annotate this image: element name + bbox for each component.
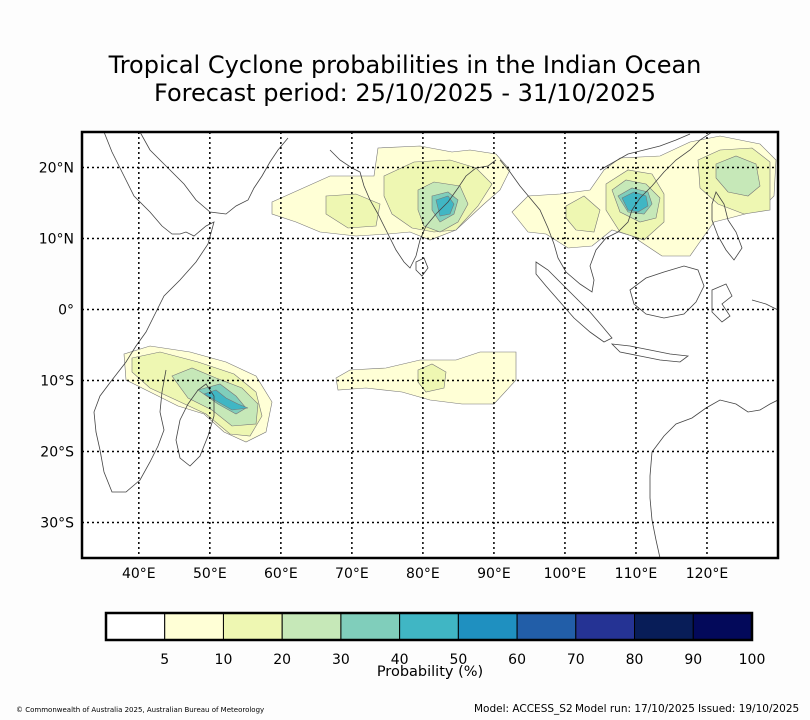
coastline-sulawesi [711,283,733,323]
colorbar-segment [105,612,166,641]
coastline-china [599,133,691,171]
colorbar-segment [340,612,401,641]
lat-tick-label: 10°N [39,232,74,248]
contour-10-central-south-indian [417,363,447,393]
latitude-labels: 20°N 10°N 0° 10°S 20°S 30°S [39,161,74,532]
probability-contours [123,135,777,443]
colorbar-tick-label: 30 [332,652,350,668]
colorbar-segment [281,612,342,641]
colorbar-segment [399,612,459,641]
colorbar-tick-label: 40 [391,652,409,668]
coastline-australia [649,399,778,558]
colorbar-tick-label: 90 [684,652,702,668]
contour-40-bay-of-bengal [435,195,455,217]
colorbar [104,611,754,642]
title-line-1: Tropical Cyclone probabilities in the In… [108,51,702,79]
colorbar-tick-labels: 5 10 20 30 40 50 60 70 80 90 100 [160,652,765,668]
lon-tick-label: 100°E [544,566,587,582]
colorbar-label: Probability (%) [376,664,484,680]
lon-tick-label: 70°E [335,566,369,582]
lon-tick-label: 60°E [264,566,298,582]
lat-tick-label: 20°S [40,445,74,461]
coastline-new-guinea [751,299,778,311]
colorbar-frame [104,611,754,642]
coastlines [93,132,778,558]
colorbar-tick-label: 80 [626,652,644,668]
contour-40-south-west-indian [203,389,249,411]
contour-10-north-indian [325,193,381,229]
lon-tick-label: 50°E [193,566,227,582]
map-frame [80,130,780,560]
longitude-labels: 40°E 50°E 60°E 70°E 80°E 90°E 100°E 110°E 120°E [122,566,728,582]
coastline-arabia [139,132,289,215]
coastline-philippines [711,191,743,261]
lon-tick-label: 120°E [686,566,729,582]
colorbar-segment [692,612,753,641]
lon-tick-label: 80°E [406,566,440,582]
colorbar-segment [516,612,577,641]
copyright-notice: © Commonwealth of Australia 2025, Austra… [16,706,265,714]
coastline-madagascar [175,383,215,467]
colorbar-segment [222,612,283,641]
colorbar-tick-label: 100 [739,652,766,668]
colorbar-tick-label: 50 [449,652,467,668]
lat-tick-label: 0° [58,303,74,319]
coastline-india [329,149,497,269]
colorbar-segment [575,612,636,641]
contour-20-philippine-sea [715,155,761,197]
coastline-southeast-asia [499,132,713,293]
colorbar-tick-label: 5 [160,652,169,668]
coastline-java [610,343,690,363]
coastline-sumatra [535,261,613,343]
colorbar-tick-label: 70 [567,652,585,668]
coastline-africa [93,132,215,493]
colorbar-segment [164,612,224,641]
lat-tick-label: 30°S [40,516,74,532]
graticule [82,132,778,558]
lon-tick-label: 40°E [122,566,156,582]
contour-10-south-china-sea [565,195,601,233]
colorbar-segment [634,612,694,641]
lat-tick-label: 20°N [39,161,74,177]
colorbar-tick-label: 20 [273,652,291,668]
issued-date: Issued: 19/10/2025 [698,703,800,715]
title-line-2: Forecast period: 25/10/2025 - 31/10/2025 [154,79,656,107]
lat-tick-label: 10°S [40,374,74,390]
colorbar-tick-label: 60 [508,652,526,668]
colorbar-segment [457,612,518,641]
lon-tick-label: 90°E [477,566,511,582]
lon-tick-label: 110°E [615,566,658,582]
coastline-borneo [629,265,705,319]
colorbar-tick-label: 10 [215,652,233,668]
model-name: Model: ACCESS_S2 [474,703,573,715]
model-run-date: Model run: 17/10/2025 [575,703,695,715]
